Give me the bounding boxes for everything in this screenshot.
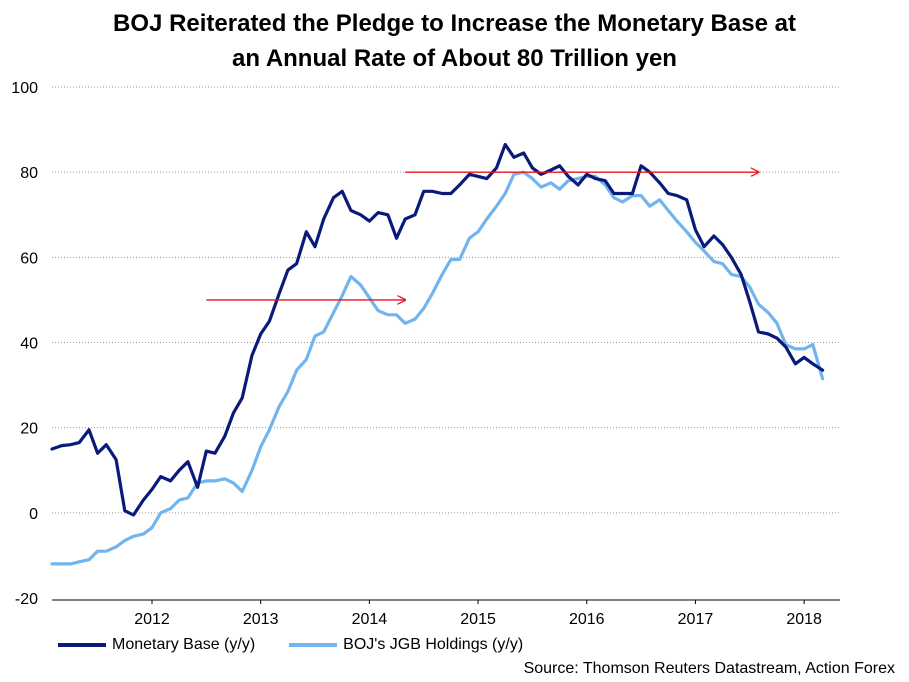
legend-label-monetary-base: Monetary Base (y/y) bbox=[112, 636, 256, 653]
x-tick-label: 2018 bbox=[786, 611, 822, 628]
y-tick-label: 80 bbox=[20, 165, 38, 182]
x-tick-label: 2016 bbox=[569, 611, 605, 628]
legend-label-jgb-holdings: BOJ's JGB Holdings (y/y) bbox=[343, 636, 524, 653]
y-axis-ticks: 100 80 60 40 20 0 -20 bbox=[11, 80, 38, 608]
y-tick-label: 100 bbox=[11, 80, 38, 97]
annotation-arrows bbox=[206, 172, 758, 300]
x-tick-label: 2012 bbox=[134, 611, 170, 628]
series-line-monetary-base bbox=[50, 142, 825, 517]
legend-swatch-jgb-holdings bbox=[289, 643, 338, 647]
legend-item-monetary-base: Monetary Base (y/y) bbox=[58, 636, 255, 654]
y-tick-label: 40 bbox=[20, 336, 38, 353]
x-tick-label: 2014 bbox=[352, 611, 388, 628]
y-tick-label: -20 bbox=[15, 591, 38, 608]
grid-lines bbox=[52, 86, 840, 514]
y-tick-label: 20 bbox=[20, 421, 38, 438]
x-tick-label: 2017 bbox=[678, 611, 714, 628]
x-tick-label: 2013 bbox=[243, 611, 279, 628]
chart-title: BOJ Reiterated the Pledge to Increase th… bbox=[0, 6, 909, 76]
x-tick-label: 2015 bbox=[460, 611, 496, 628]
legend: Monetary Base (y/y) BOJ's JGB Holdings (… bbox=[58, 636, 557, 654]
legend-item-jgb-holdings: BOJ's JGB Holdings (y/y) bbox=[289, 636, 523, 654]
series-line-jgb-holdings bbox=[50, 170, 825, 566]
chart-title-line2: an Annual Rate of About 80 Trillion yen bbox=[232, 45, 677, 72]
chart-title-line1: BOJ Reiterated the Pledge to Increase th… bbox=[113, 10, 796, 37]
legend-swatch-monetary-base bbox=[58, 643, 106, 647]
x-axis-ticks: 2012 2013 2014 2015 2016 2017 2018 bbox=[134, 600, 822, 628]
y-tick-label: 60 bbox=[20, 250, 38, 267]
y-tick-label: 0 bbox=[29, 506, 38, 523]
source-note: Source: Thomson Reuters Datastream, Acti… bbox=[523, 660, 895, 677]
series-lines bbox=[50, 142, 825, 566]
